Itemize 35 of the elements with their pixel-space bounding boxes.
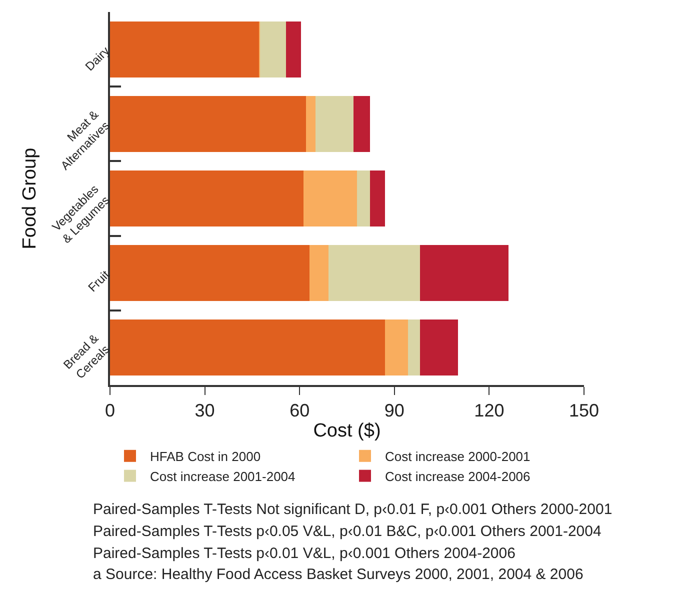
bar	[328, 245, 420, 302]
bar	[370, 170, 385, 226]
legend-label: Cost increase 2000-2001	[385, 448, 530, 464]
bar	[309, 245, 329, 302]
bar	[384, 320, 408, 376]
bar	[110, 170, 304, 226]
x-tick-label: 150	[568, 400, 600, 420]
text: Paired-Samples T-Tests Not significant D, p‹0.01 F, p‹0.001 Others 2000-2001	[93, 501, 612, 518]
y-axis-title: Food Group	[19, 148, 40, 250]
x-tick-label: 30	[194, 400, 215, 420]
bar	[420, 245, 508, 302]
bar	[303, 170, 357, 226]
text: Paired-Samples T-Tests p‹0.01 V&L, p‹0.001 Others 2004-2006	[93, 545, 516, 562]
legend-label: Cost increase 2004-2006	[385, 468, 530, 484]
bar	[110, 96, 306, 152]
bar	[316, 96, 354, 152]
bar	[306, 96, 316, 152]
bar	[110, 21, 260, 78]
x-tick-label: 90	[384, 400, 404, 420]
bar	[260, 21, 286, 78]
x-tick-label: 120	[474, 400, 504, 420]
legend-label: HFAB Cost in 2000	[150, 448, 261, 464]
bar	[420, 320, 458, 376]
x-axis-title: Cost ($)	[313, 420, 381, 442]
x-tick-label: 60	[290, 400, 310, 420]
x-tick-label: 0	[104, 400, 116, 420]
bar	[286, 21, 301, 78]
legend-label: Cost increase 2001-2004	[150, 468, 296, 484]
bar	[354, 96, 370, 152]
bar	[408, 320, 420, 376]
bar	[110, 320, 385, 376]
bar	[110, 245, 310, 302]
bar	[356, 170, 370, 226]
text: a Source: Healthy Food Access Basket Surveys 2000, 2001, 2004 & 2006	[93, 566, 584, 583]
text: Paired-Samples T-Tests p‹0.05 V&L, p‹0.01 B&C, p‹0.001 Others 2001-2004	[93, 523, 602, 540]
